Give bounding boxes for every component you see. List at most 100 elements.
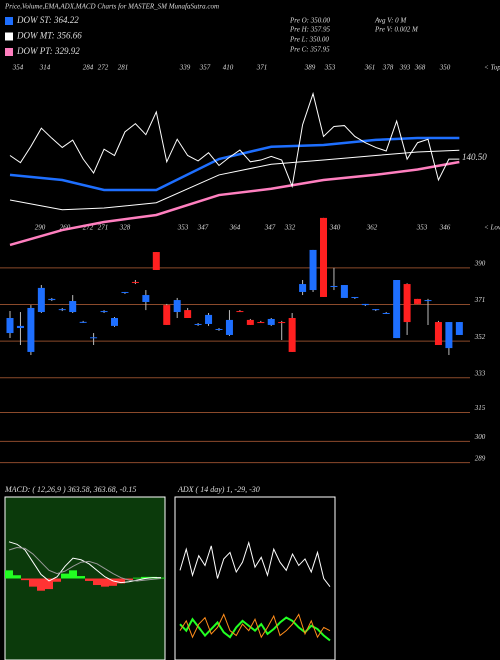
top-label: 284 — [83, 64, 94, 72]
candle-body — [111, 318, 118, 326]
top-label: 361 — [364, 64, 376, 72]
candle-body — [184, 310, 192, 318]
low-label: 347 — [197, 224, 209, 232]
top-label: 378 — [382, 64, 394, 72]
histogram-bar — [77, 576, 85, 579]
histogram-bar — [21, 578, 29, 581]
low-label: 271 — [98, 224, 109, 232]
legend-label: DOW MT: 356.66 — [16, 31, 82, 41]
info-text: Pre L: 350.00 — [289, 36, 329, 44]
low-label: 340 — [329, 224, 341, 232]
top-label: 368 — [414, 64, 426, 72]
low-label: 260 — [60, 224, 71, 232]
candle-body — [299, 284, 307, 292]
chart-title: Price,Volume,EMA,ADX,MACD Charts for MAS… — [4, 3, 219, 11]
candle-body — [16, 325, 24, 329]
candle-body — [434, 322, 442, 345]
y-tick-label: 333 — [474, 369, 486, 377]
candle-body — [142, 295, 150, 302]
candle-body — [163, 305, 171, 325]
candle-body — [414, 298, 422, 304]
histogram-bar — [93, 578, 101, 586]
price-line — [9, 91, 460, 189]
top-label: 350 — [439, 64, 451, 72]
histogram-bar — [5, 570, 13, 579]
histogram-bar — [133, 577, 141, 579]
info-text: Avg V: 0 M — [374, 17, 407, 25]
y-tick-label: 371 — [474, 296, 486, 304]
histogram-bar — [141, 576, 149, 579]
histogram-bar — [61, 573, 69, 579]
candle-body — [257, 322, 265, 324]
top-label: 353 — [324, 64, 336, 72]
top-label: 371 — [256, 64, 268, 72]
candle-body — [361, 303, 369, 306]
candle-body — [393, 280, 401, 339]
top-label: 357 — [199, 64, 211, 72]
low-label: 353 — [416, 224, 428, 232]
candle-body — [372, 309, 380, 311]
legend-label: DOW ST: 364.22 — [16, 15, 79, 25]
candle-body — [37, 287, 45, 313]
candle-body — [288, 318, 296, 352]
candle-body — [403, 284, 411, 323]
histogram-bar — [109, 578, 117, 586]
histogram-bar — [117, 578, 125, 584]
candle-body — [278, 322, 286, 324]
legend-swatch — [5, 17, 13, 25]
histogram-bar — [125, 578, 133, 581]
top-label: 354 — [12, 64, 24, 72]
adx-line — [179, 540, 331, 587]
candle-body — [173, 300, 181, 313]
top-label: 410 — [223, 64, 234, 72]
candle-body — [351, 296, 359, 298]
low-label: 328 — [119, 224, 131, 232]
lows-label: < Lows — [484, 224, 500, 232]
info-text: Pre V: 0.002 M — [374, 26, 419, 34]
low-label: 347 — [264, 224, 276, 232]
histogram-bar — [37, 578, 45, 591]
y-tick-label: 390 — [474, 259, 486, 267]
top-label: 393 — [399, 64, 411, 72]
info-text: Pre O: 350.00 — [289, 17, 330, 25]
candle-body — [131, 281, 139, 283]
candle-body — [6, 318, 14, 334]
candle-body — [445, 322, 453, 349]
candle-body — [309, 249, 317, 291]
candle-body — [424, 300, 432, 302]
y-tick-label: 352 — [474, 333, 486, 341]
candle-body — [69, 301, 77, 313]
info-text: Pre C: 357.95 — [289, 46, 330, 54]
candle-body — [58, 309, 66, 311]
histogram-bar — [45, 578, 53, 590]
top-label: 389 — [304, 64, 316, 72]
histogram-bar — [53, 578, 61, 582]
low-label: 332 — [284, 224, 296, 232]
candle-body — [267, 318, 275, 325]
candle-body — [90, 337, 98, 339]
candle-body — [79, 321, 87, 323]
histogram-bar — [13, 575, 21, 579]
y-tick-label: 300 — [474, 433, 486, 441]
macd-line — [8, 547, 162, 582]
low-label: 290 — [35, 224, 46, 232]
candle-body — [320, 217, 327, 297]
top-label: 314 — [39, 64, 51, 72]
legend-label: DOW PT: 329.92 — [16, 46, 80, 56]
low-label: 353 — [177, 224, 189, 232]
ema-line — [9, 160, 460, 247]
low-label: 272 — [83, 224, 94, 232]
candle-body — [48, 298, 56, 301]
panel — [174, 496, 336, 660]
candle-body — [330, 285, 338, 287]
candle-body — [100, 311, 108, 313]
low-label: 364 — [229, 224, 241, 232]
histogram-bar — [69, 570, 77, 579]
candle-body — [205, 314, 213, 324]
top-label: 272 — [98, 64, 109, 72]
adx-line — [179, 613, 331, 639]
last-value-label: 140.50 — [462, 152, 487, 162]
y-tick-label: 289 — [475, 454, 486, 462]
